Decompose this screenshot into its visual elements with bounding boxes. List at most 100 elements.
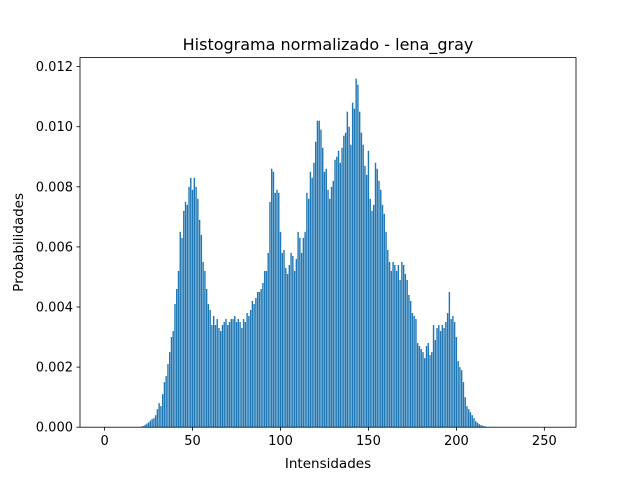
histogram-bar: [225, 319, 227, 428]
histogram-bar: [184, 201, 187, 428]
y-tick-label: 0.000: [36, 421, 73, 436]
histogram-bar: [427, 343, 429, 428]
x-axis-label: Intensidades: [285, 456, 371, 472]
histogram-bar: [300, 252, 303, 428]
histogram-bar: [169, 352, 171, 428]
histogram-bar: [464, 397, 466, 428]
histogram-bar: [276, 189, 278, 428]
histogram-bar: [313, 162, 315, 428]
histogram-bar: [197, 198, 199, 428]
histogram-bar: [471, 415, 473, 428]
histogram-bar: [172, 331, 174, 428]
histogram-bar: [183, 210, 185, 428]
histogram-bar: [350, 144, 352, 428]
histogram-bar: [424, 358, 426, 428]
histogram-bar: [146, 423, 148, 428]
histogram-bar: [318, 120, 320, 428]
histogram-bar: [476, 422, 479, 428]
histogram-bar: [411, 313, 414, 428]
histogram-bar: [460, 370, 463, 428]
histogram-bar: [242, 319, 245, 428]
histogram-bar: [446, 313, 449, 428]
histogram-bar: [432, 325, 435, 428]
histogram-bar: [392, 261, 394, 428]
histogram-bar: [378, 180, 380, 428]
y-tick-label: 0.010: [36, 120, 73, 135]
histogram-bar: [290, 252, 292, 428]
x-tick-label: 100: [268, 434, 293, 449]
histogram-bar: [153, 418, 155, 428]
histogram-bar: [483, 426, 486, 428]
histogram-bar: [448, 291, 451, 428]
histogram-bar: [330, 186, 333, 428]
histogram-bar: [283, 249, 285, 428]
histogram-bar: [380, 189, 382, 428]
histogram-bar: [165, 376, 167, 428]
histogram-bar: [482, 425, 484, 428]
histogram-bar: [267, 252, 269, 428]
histogram-bar: [346, 111, 349, 428]
histogram-bar: [198, 219, 201, 428]
histogram-bar: [365, 174, 368, 428]
histogram-bar: [278, 192, 280, 428]
histogram-bar: [429, 355, 431, 428]
chart-title: Histograma normalizado - lena_gray: [183, 35, 474, 55]
histogram-bar: [480, 425, 482, 428]
y-tick-label: 0.006: [36, 240, 73, 255]
x-tick-label: 250: [532, 434, 557, 449]
histogram-bar: [418, 346, 421, 428]
histogram-bar: [274, 192, 276, 428]
histogram-bar: [357, 84, 359, 428]
histogram-bar: [253, 304, 255, 428]
histogram-bar: [422, 352, 424, 428]
histogram-bar: [271, 168, 273, 428]
histogram-bar: [205, 288, 208, 428]
histogram-bar: [193, 177, 196, 428]
x-tick-label: 200: [444, 434, 469, 449]
histogram-bar: [255, 297, 257, 428]
histogram-bar: [394, 264, 396, 428]
histogram-bar: [263, 270, 266, 428]
histogram-bar: [364, 165, 366, 428]
histogram-bar: [269, 201, 271, 428]
histogram-bar: [188, 186, 190, 428]
histogram-bar: [355, 78, 357, 428]
histogram-bar: [262, 282, 264, 428]
histogram-bar: [149, 420, 152, 428]
histogram-bar: [450, 319, 452, 428]
histogram-bar: [297, 231, 299, 428]
histogram-bar: [299, 237, 301, 428]
histogram-bar: [420, 349, 422, 428]
histogram-bar: [322, 147, 324, 428]
x-tick-label: 50: [184, 434, 201, 449]
histogram-bar: [425, 346, 428, 428]
histogram-bar: [154, 415, 157, 428]
histogram-bar: [339, 162, 342, 428]
histogram-bar: [249, 310, 252, 428]
histogram-bar: [304, 231, 306, 428]
histogram-bar: [336, 156, 338, 428]
histogram-bar: [316, 120, 319, 428]
histogram-bar: [241, 328, 243, 428]
histogram-bar: [191, 189, 194, 428]
histogram-bar: [409, 301, 412, 428]
histogram-bar: [190, 177, 192, 428]
histogram-bar: [179, 231, 181, 428]
histogram-bar: [373, 204, 375, 428]
histogram-bar: [406, 279, 408, 428]
histogram-bar: [239, 322, 241, 428]
histogram-bar: [413, 316, 415, 428]
x-axis-ticks: 0 50 100 150 200 250: [100, 427, 557, 449]
histogram-bar: [436, 328, 438, 428]
histogram-bar: [214, 325, 217, 428]
y-tick-label: 0.008: [36, 180, 73, 195]
histogram-bar: [387, 249, 389, 428]
histogram-bar: [459, 367, 461, 428]
histogram-bar: [158, 403, 160, 428]
histogram-bar: [445, 322, 447, 428]
histogram-bar: [306, 192, 308, 428]
histogram-bar: [228, 322, 231, 428]
histogram-bar: [475, 421, 477, 428]
histogram-bar: [209, 310, 211, 428]
